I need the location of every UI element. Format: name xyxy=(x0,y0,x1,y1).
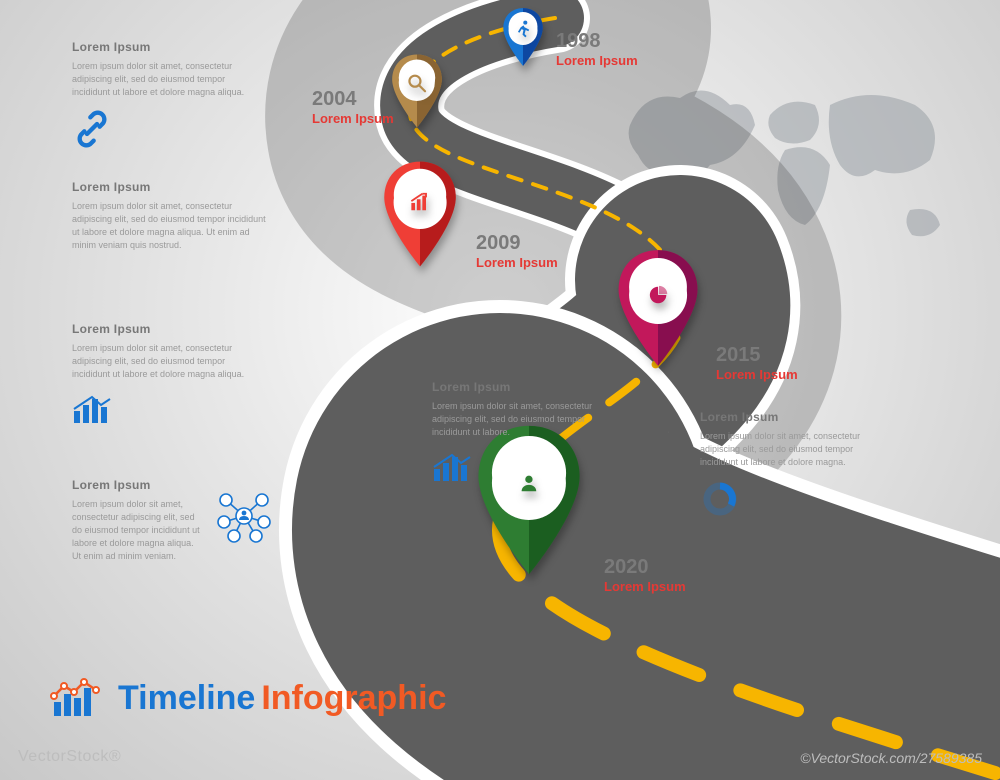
text-block-body: Lorem ipsum dolor sit amet, consectetur … xyxy=(72,498,204,563)
bars-icon xyxy=(432,449,602,483)
text-block-body: Lorem ipsum dolor sit amet, consectetur … xyxy=(432,400,602,439)
title: TimelineInfographic xyxy=(50,676,446,720)
map-pin-icon xyxy=(378,158,462,270)
text-block: Lorem Ipsum Lorem ipsum dolor sit amet, … xyxy=(72,322,262,425)
milestone-year: 2020 xyxy=(604,556,686,579)
milestone-label: 2020 Lorem Ipsum xyxy=(604,556,686,594)
donut-icon xyxy=(700,479,880,519)
map-pin-icon xyxy=(612,246,704,370)
pie-icon xyxy=(629,266,687,324)
text-block-heading: Lorem Ipsum xyxy=(72,322,262,336)
milestone-subtitle: Lorem Ipsum xyxy=(716,367,798,382)
text-block: Lorem Ipsum Lorem ipsum dolor sit amet, … xyxy=(432,380,602,483)
title-word-2: Infographic xyxy=(261,679,446,717)
text-block-heading: Lorem Ipsum xyxy=(432,380,602,394)
watermark-vectorstock: VectorStock® xyxy=(18,748,121,766)
text-block: Lorem Ipsum Lorem ipsum dolor sit amet, … xyxy=(700,410,880,519)
text-block-body: Lorem ipsum dolor sit amet, consectetur … xyxy=(700,430,880,469)
infographic-stage: 1998 Lorem Ipsum 2004 Lorem Ipsum 2009 L… xyxy=(0,0,1000,780)
barchart-icon xyxy=(394,176,447,229)
title-word-1: Timeline xyxy=(118,679,255,717)
title-chart-icon xyxy=(50,676,104,720)
milestone-year: 2009 xyxy=(476,232,558,255)
milestone-label: 1998 Lorem Ipsum xyxy=(556,30,638,68)
watermark-url: ©VectorStock.com/27589385 xyxy=(800,750,982,766)
milestone-year: 1998 xyxy=(556,30,638,53)
text-block-body: Lorem ipsum dolor sit amet, consectetur … xyxy=(72,200,272,252)
network-icon xyxy=(216,488,272,544)
milestone-label: 2004 Lorem Ipsum xyxy=(312,88,394,126)
runner-icon xyxy=(509,16,538,45)
milestone-year: 2015 xyxy=(716,344,798,367)
milestone-subtitle: Lorem Ipsum xyxy=(476,255,558,270)
milestone-label: 2009 Lorem Ipsum xyxy=(476,232,558,270)
milestone-subtitle: Lorem Ipsum xyxy=(604,579,686,594)
text-block-heading: Lorem Ipsum xyxy=(72,478,204,492)
text-block: Lorem Ipsum Lorem ipsum dolor sit amet, … xyxy=(72,40,262,149)
milestone-subtitle: Lorem Ipsum xyxy=(556,53,638,68)
link-icon xyxy=(72,109,262,149)
milestone-subtitle: Lorem Ipsum xyxy=(312,111,394,126)
text-block-body: Lorem ipsum dolor sit amet, consectetur … xyxy=(72,60,262,99)
text-block: Lorem Ipsum Lorem ipsum dolor sit amet, … xyxy=(72,478,272,563)
map-pin-icon xyxy=(388,52,446,130)
text-block: Lorem Ipsum Lorem ipsum dolor sit amet, … xyxy=(72,180,272,252)
text-block-body: Lorem ipsum dolor sit amet, consectetur … xyxy=(72,342,262,381)
map-pin-icon xyxy=(500,6,546,68)
milestone-year: 2004 xyxy=(312,88,394,111)
milestone-label: 2015 Lorem Ipsum xyxy=(716,344,798,382)
text-block-heading: Lorem Ipsum xyxy=(700,410,880,424)
text-block-heading: Lorem Ipsum xyxy=(72,180,272,194)
text-block-heading: Lorem Ipsum xyxy=(72,40,262,54)
bars-icon xyxy=(72,391,262,425)
